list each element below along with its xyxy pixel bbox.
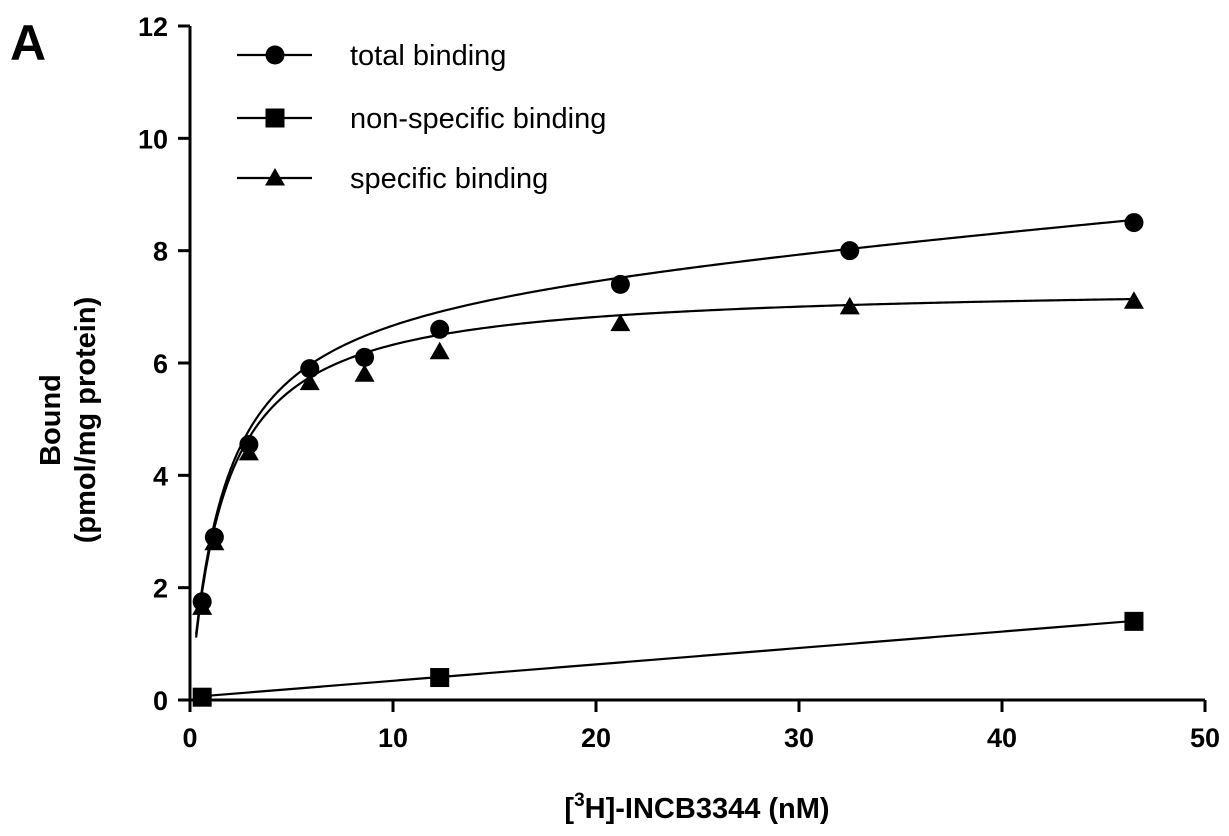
legend-label: specific binding	[350, 163, 548, 195]
series-specific-binding	[192, 291, 1144, 615]
square-point	[1124, 611, 1144, 631]
triangle-point	[192, 597, 213, 615]
panel-label: A	[10, 15, 46, 71]
axes: 0 10 20 30 40 50 0 2 4 6 8 10 12	[138, 12, 1220, 753]
x-tick-label: 50	[1190, 723, 1220, 753]
triangle-point	[238, 442, 259, 461]
x-tick-label: 20	[581, 723, 611, 753]
x-tick-label: 0	[182, 723, 197, 753]
x-axis-title: [3H]-INCB3344 (nM)	[564, 790, 829, 825]
x-tick-label: 10	[378, 723, 408, 753]
legend-square-marker	[265, 108, 285, 128]
fit-curves	[194, 218, 1135, 698]
data-markers	[192, 213, 1144, 707]
y-tick-label: 4	[153, 461, 168, 491]
y-axis-title-line-1: Bound	[35, 374, 67, 466]
y-axis-title: Bound (pmol/mg protein)	[35, 297, 102, 543]
series-non-specific-binding	[192, 611, 1144, 707]
circle-point	[1124, 213, 1144, 233]
series-total-binding	[192, 213, 1144, 612]
triangle-point	[299, 372, 320, 391]
circle-point	[610, 274, 630, 294]
circle-point	[840, 241, 860, 261]
y-tick-label: 10	[138, 124, 168, 154]
legend: total binding non-specific binding specifi…	[237, 40, 606, 195]
square-point	[430, 668, 450, 688]
legend-circle-marker	[265, 45, 285, 65]
y-tick-label: 2	[153, 574, 168, 604]
y-axis-title-line-2: (pmol/mg protein)	[70, 297, 102, 543]
specific-binding-fit	[194, 297, 1134, 638]
triangle-point	[354, 364, 375, 382]
triangle-point	[429, 341, 450, 360]
triangle-point	[839, 296, 860, 315]
y-tick-label: 8	[153, 237, 168, 267]
y-tick-label: 6	[153, 349, 168, 379]
total-binding-fit	[194, 218, 1135, 635]
x-tick-label: 40	[987, 723, 1017, 753]
y-tick-label: 12	[138, 12, 168, 42]
circle-point	[430, 319, 450, 339]
x-tick-label: 30	[784, 723, 814, 753]
circle-point	[300, 359, 320, 379]
legend-triangle-marker	[265, 168, 285, 186]
triangle-point	[1123, 291, 1144, 309]
triangle-point	[610, 313, 631, 332]
circle-point	[355, 347, 375, 367]
nonspecific-binding-fit	[196, 619, 1135, 698]
triangle-point	[204, 532, 225, 551]
square-point	[192, 687, 212, 707]
y-tick-label: 0	[153, 686, 168, 716]
legend-label: total binding	[350, 40, 506, 72]
legend-label: non-specific binding	[350, 103, 606, 135]
